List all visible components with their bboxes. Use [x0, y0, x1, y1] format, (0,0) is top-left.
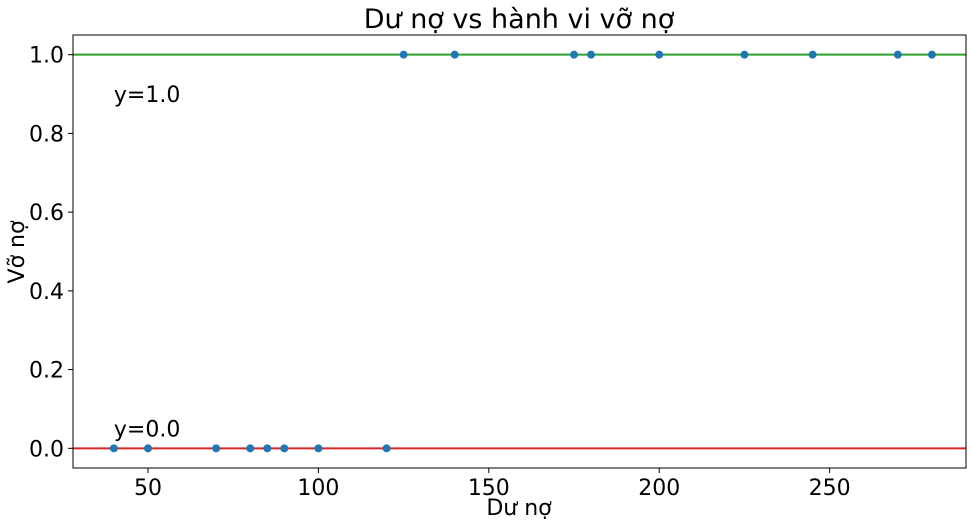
data-point — [808, 50, 817, 59]
data-point — [655, 50, 664, 59]
y-tick-label: 0.0 — [29, 437, 64, 462]
data-point — [399, 50, 408, 59]
x-tick-label: 100 — [297, 476, 339, 501]
x-tick-label: 150 — [468, 476, 510, 501]
annotation-1: y=0.0 — [114, 418, 180, 443]
reference-lines — [73, 53, 966, 450]
data-point — [143, 444, 152, 453]
data-point — [109, 444, 118, 453]
x-axis-label: Dư nợ — [486, 496, 552, 521]
data-point — [280, 444, 289, 453]
plot-frame — [72, 34, 967, 469]
x-tick-label: 50 — [134, 476, 162, 501]
x-tick-label: 250 — [809, 476, 851, 501]
data-point — [263, 444, 272, 453]
data-point — [893, 50, 902, 59]
data-point — [740, 50, 749, 59]
data-point — [927, 50, 936, 59]
y-axis-ticks: 0.0 0.2 0.4 0.6 0.8 1.0 — [29, 44, 73, 462]
y-tick-label: 0.6 — [29, 201, 64, 226]
x-tick-label: 200 — [638, 476, 680, 501]
data-point — [382, 444, 391, 453]
y-tick-label: 0.2 — [29, 359, 64, 384]
y-tick-label: 0.4 — [29, 280, 64, 305]
data-point — [212, 444, 221, 453]
chart-title: Dư nợ vs hành vi vỡ nợ — [364, 4, 675, 35]
data-point — [570, 50, 579, 59]
annotation-0: y=1.0 — [114, 83, 180, 108]
data-point — [450, 50, 459, 59]
annotations: y=1.0 y=0.0 — [114, 83, 180, 443]
y-tick-label: 1.0 — [29, 44, 64, 69]
data-point — [246, 444, 255, 453]
x-axis-ticks: 50 100 150 200 250 — [134, 468, 851, 501]
data-points — [109, 50, 936, 453]
data-point — [587, 50, 596, 59]
y-axis-label: Vỡ nợ — [5, 220, 30, 283]
data-point — [314, 444, 323, 453]
y-tick-label: 0.8 — [29, 122, 64, 147]
